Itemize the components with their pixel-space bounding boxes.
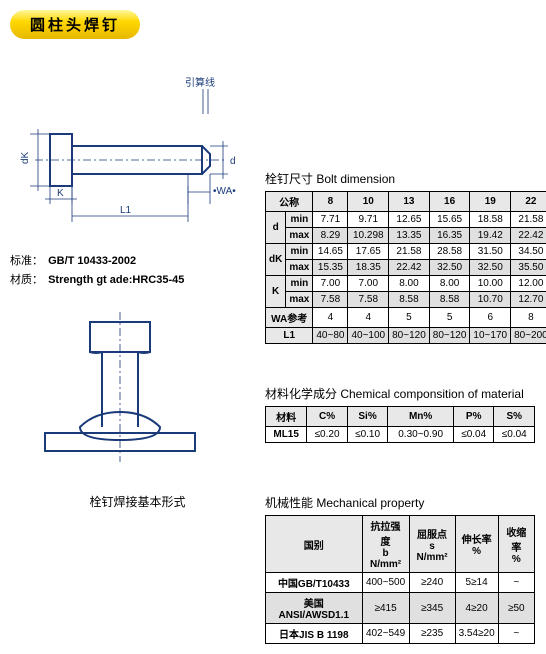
svg-text:d: d	[230, 156, 236, 167]
svg-text:引算线: 引算线	[185, 76, 215, 89]
svg-text:dK: dK	[20, 151, 31, 164]
page-title: 圆柱头焊钉	[10, 10, 140, 39]
bolt-dim-title: 栓钉尺寸 Bolt dimension	[265, 170, 546, 187]
spec-mat-value: Strength gt ade:HRC35-45	[48, 274, 184, 286]
content: 引算线 K L1	[10, 74, 536, 644]
weld-caption: 栓钉焊接基本形式	[10, 493, 265, 510]
spec-standard: 标准： GB/T 10433-2002	[10, 252, 265, 268]
chem-title: 材料化学成分 Chemical componsition of material	[265, 385, 546, 402]
svg-text:•WA•: •WA•	[213, 186, 236, 197]
bolt-diagram: 引算线 K L1	[10, 74, 265, 249]
spec-std-value: GB/T 10433-2002	[48, 255, 136, 267]
chem-table: 材料C%Si%Mn%P%S% ML15≤0.20≤0.100.30~0.90≤0…	[265, 406, 535, 443]
right-column: 栓钉尺寸 Bolt dimension 公称81013161922 dmin7.…	[265, 74, 546, 644]
left-column: 引算线 K L1	[10, 74, 265, 644]
svg-text:L1: L1	[120, 205, 132, 216]
mech-title: 机械性能 Mechanical property	[265, 494, 546, 511]
weld-diagram: 栓钉焊接基本形式	[10, 312, 265, 482]
spec-std-label: 标准：	[10, 252, 45, 268]
spec-material: 材质： Strength gt ade:HRC35-45	[10, 271, 265, 287]
svg-text:K: K	[57, 188, 64, 199]
spec-mat-label: 材质：	[10, 271, 45, 287]
bolt-dim-table: 公称81013161922 dmin7.719.7112.6515.6518.5…	[265, 191, 546, 344]
mech-table: 国别抗拉强度b N/mm²屈服点s N/mm²伸长率%收缩率% 中国GB/T10…	[265, 515, 535, 644]
